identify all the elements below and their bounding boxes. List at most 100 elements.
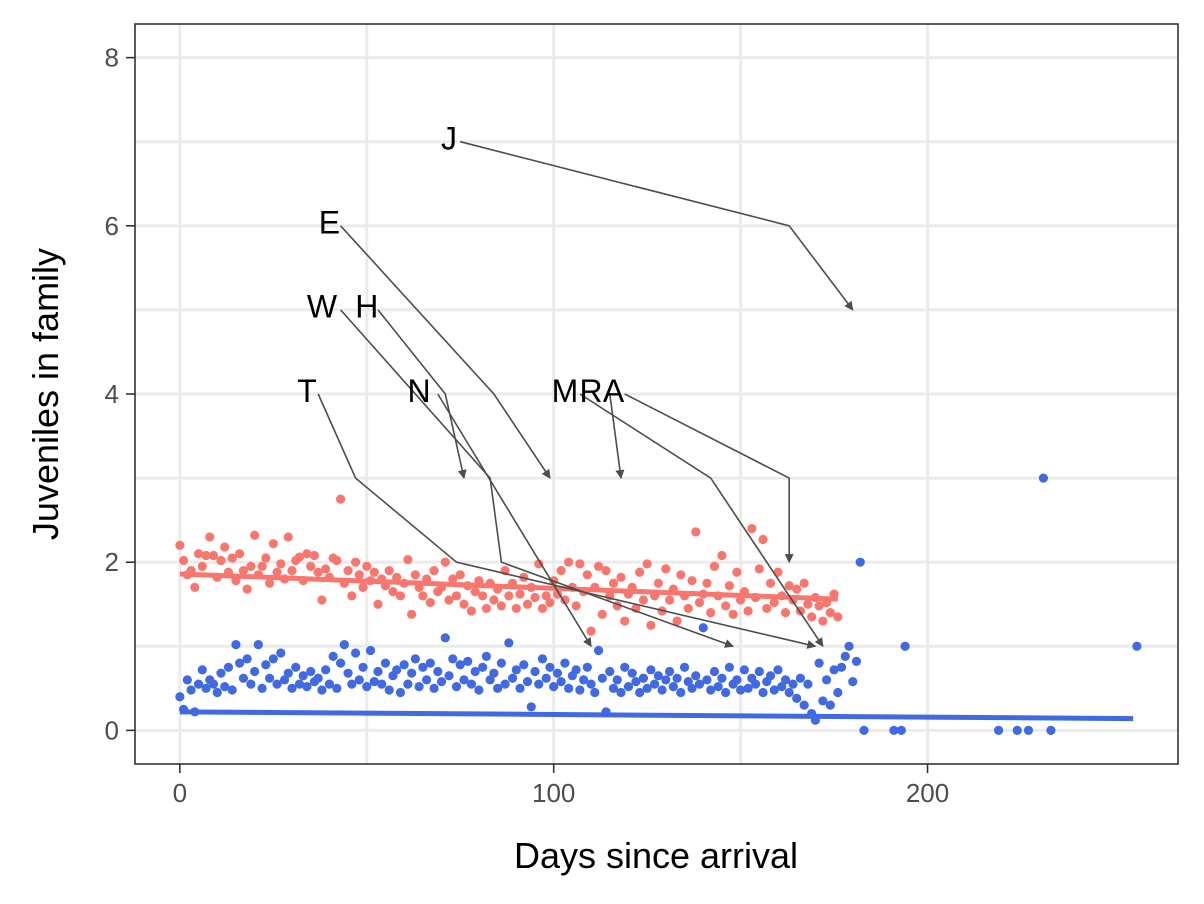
- data-point: [287, 683, 297, 693]
- data-point: [780, 675, 791, 685]
- data-point: [534, 559, 544, 569]
- data-point: [223, 567, 234, 577]
- data-point: [392, 572, 402, 582]
- annotation-label: R: [580, 373, 603, 409]
- data-point: [276, 648, 286, 658]
- data-point: [440, 633, 450, 643]
- data-point: [193, 679, 204, 689]
- data-point: [515, 589, 525, 599]
- data-point: [436, 582, 447, 593]
- data-point: [765, 671, 776, 681]
- data-point: [571, 601, 581, 611]
- data-point: [833, 612, 843, 622]
- data-point: [844, 641, 854, 651]
- data-point: [212, 687, 222, 698]
- data-point: [515, 683, 525, 693]
- data-point: [328, 651, 338, 661]
- data-point: [369, 567, 379, 577]
- data-point: [788, 679, 798, 689]
- data-point: [459, 675, 469, 685]
- data-point: [593, 645, 604, 656]
- data-point: [694, 679, 705, 689]
- data-point: [407, 609, 417, 619]
- data-point: [597, 609, 607, 619]
- data-point: [414, 582, 424, 593]
- annotation-layer: J E W H T N M R A: [297, 121, 854, 649]
- data-point: [306, 666, 316, 677]
- data-point: [758, 687, 768, 698]
- data-point: [664, 595, 675, 605]
- data-point: [279, 574, 290, 584]
- data-point: [399, 578, 409, 588]
- data-point: [268, 654, 278, 664]
- data-point: [354, 570, 364, 580]
- data-point: [552, 589, 563, 599]
- data-point: [313, 673, 323, 683]
- data-point: [261, 660, 271, 670]
- data-point: [190, 707, 200, 717]
- data-point: [556, 565, 566, 576]
- data-point: [429, 565, 439, 576]
- data-point: [608, 683, 619, 693]
- data-point: [769, 597, 779, 608]
- data-point: [833, 687, 843, 698]
- data-point: [227, 553, 237, 563]
- data-point: [440, 557, 450, 567]
- data-point: [679, 662, 690, 672]
- data-point: [739, 587, 749, 597]
- data-point: [264, 673, 275, 683]
- data-point: [186, 565, 196, 576]
- annotation-arrow: [340, 309, 734, 648]
- data-point: [493, 584, 503, 594]
- data-point: [425, 597, 435, 608]
- data-point: [821, 675, 832, 685]
- data-point: [500, 679, 510, 689]
- data-point: [429, 683, 439, 693]
- data-point: [698, 589, 708, 599]
- annotation-label: T: [297, 373, 317, 409]
- data-point: [485, 675, 495, 685]
- data-point: [268, 539, 278, 549]
- data-point: [773, 665, 783, 675]
- data-point: [653, 671, 663, 681]
- data-point: [448, 574, 458, 584]
- data-point: [616, 572, 626, 582]
- data-point: [388, 587, 398, 597]
- data-point: [373, 666, 383, 677]
- data-point: [777, 682, 787, 692]
- data-point: [676, 570, 686, 580]
- y-axis-title: Juveniles in family: [25, 248, 66, 540]
- annotation-label: N: [408, 373, 431, 409]
- data-point: [317, 595, 327, 605]
- data-point: [201, 683, 211, 693]
- data-point: [208, 679, 219, 689]
- annotation-arrow: [609, 393, 625, 479]
- data-point: [365, 645, 376, 656]
- data-point: [601, 565, 611, 576]
- data-point: [298, 576, 308, 586]
- data-point: [407, 668, 417, 678]
- data-point: [414, 682, 424, 692]
- data-point: [253, 639, 263, 650]
- data-point: [829, 665, 839, 675]
- y-tick-label: 2: [105, 547, 119, 577]
- data-point: [564, 683, 574, 693]
- data-point: [642, 683, 652, 693]
- data-point: [691, 527, 701, 537]
- data-point: [489, 595, 499, 605]
- annotation-arrow: [579, 393, 824, 648]
- data-point: [250, 666, 260, 677]
- data-point: [526, 582, 536, 593]
- data-point: [541, 591, 551, 601]
- data-point: [507, 673, 518, 683]
- data-point: [780, 608, 791, 618]
- data-point: [418, 662, 428, 672]
- data-point: [750, 592, 761, 603]
- data-point: [803, 599, 813, 609]
- data-point: [526, 702, 536, 712]
- data-point: [459, 599, 469, 609]
- data-point: [481, 651, 492, 661]
- data-point: [507, 578, 518, 588]
- annotation-arrow: [317, 393, 817, 649]
- data-point: [242, 584, 252, 594]
